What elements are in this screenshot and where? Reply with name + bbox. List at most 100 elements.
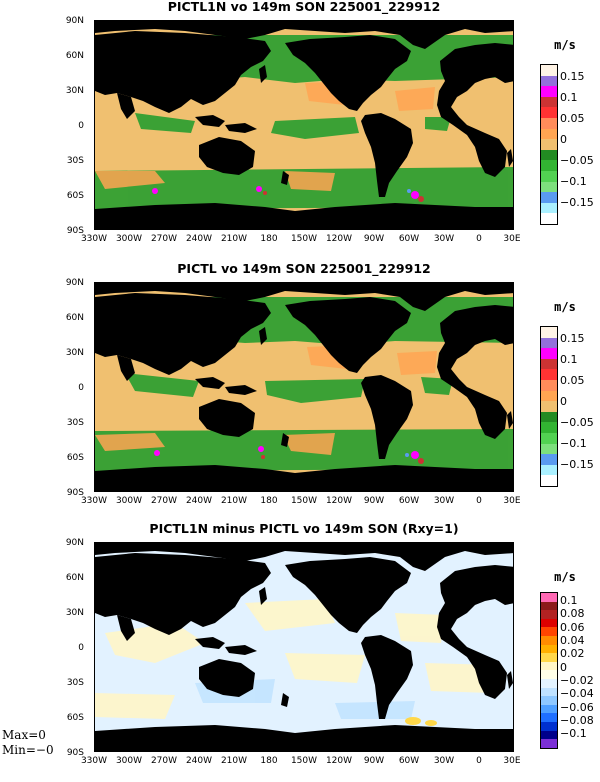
colorbar-label: −0.02 [560,674,594,688]
lon-label: 180 [260,756,278,766]
colorbar-swatch [541,739,557,748]
colorbar-swatch [541,139,557,150]
lat-label: 60N [65,51,84,61]
colorbar-swatch [541,107,557,118]
colorbar [540,592,558,749]
lat-label: 90S [66,748,84,758]
colorbar-swatch [541,117,557,129]
colorbar-label: −0.05 [560,153,594,167]
map-plot [94,282,514,492]
colorbar-swatch [541,610,557,619]
panel-difference: PICTL1N minus PICTL vo 149m SON (Rxy=1) … [0,521,600,782]
lat-label: 60N [65,313,84,323]
lon-label: 270W [150,496,178,506]
colorbar-label: 0 [560,133,567,147]
colorbar-swatch [541,443,557,455]
lat-label: 30N [65,608,84,618]
lat-label: 0 [78,643,84,653]
lon-label: 0 [476,756,482,766]
colorbar-swatch [541,687,557,697]
colorbar-swatch [541,593,557,602]
lat-label: 90S [66,488,84,498]
colorbar-swatch [541,379,557,391]
colorbar-label: −0.15 [560,457,594,471]
lon-label: 150W [290,234,318,244]
colorbar-swatch [541,358,557,370]
colorbar-swatch [541,422,557,433]
colorbar-swatch [541,213,557,224]
colorbar-swatch [541,202,557,214]
colorbar-swatch [541,327,557,338]
lat-label: 0 [78,383,84,393]
lon-label: 150W [290,496,318,506]
map-plot [94,542,514,752]
colorbar-swatch [541,704,557,714]
colorbar-swatch [541,618,557,628]
colorbar-label: 0.06 [560,620,585,634]
lon-label: 240W [185,234,213,244]
lat-label: 0 [78,121,84,131]
lon-label: 210W [220,756,248,766]
colorbar-label: 0.1 [560,91,578,105]
colorbar-label: −0.04 [560,687,594,701]
colorbar-swatch [541,627,557,636]
colorbar-label: 0 [560,395,567,409]
colorbar-label: 0.05 [560,374,585,388]
lon-label: 120W [325,756,353,766]
colorbar-swatch [541,670,557,679]
colorbar-label: 0.05 [560,112,585,126]
lon-label: 0 [476,234,482,244]
colorbar [540,326,558,487]
colorbar-label: −0.05 [560,415,594,429]
lon-label: 60W [398,234,420,244]
colorbar-swatch [541,475,557,486]
lon-label: 330W [80,496,108,506]
colorbar-swatch [541,713,557,722]
colorbar-swatch [541,160,557,171]
lon-label: 60W [398,756,420,766]
lon-label: 90W [363,496,385,506]
colorbar-swatch [541,181,557,193]
lon-label: 180 [260,234,278,244]
colorbar-swatch [541,75,557,87]
lat-label: 30N [65,348,84,358]
min-stat: Min=−0 [2,743,54,757]
colorbar-swatch [541,411,557,423]
lon-label: 330W [80,756,108,766]
colorbar-swatch [541,432,557,444]
lon-label: 30E [503,756,521,766]
lat-label: 30S [66,678,84,688]
lon-label: 210W [220,496,248,506]
lon-label: 300W [115,234,143,244]
lon-label: 330W [80,234,108,244]
lon-label: 30W [433,234,455,244]
lon-label: 240W [185,756,213,766]
colorbar-swatch [541,192,557,203]
lon-label: 90W [363,756,385,766]
colorbar-swatch [541,170,557,182]
lon-label: 240W [185,496,213,506]
colorbar-label: 0.15 [560,70,585,84]
colorbar-swatch [541,369,557,380]
lon-label: 300W [115,496,143,506]
colorbar-swatch [541,730,557,740]
colorbar-swatch [541,337,557,349]
lon-label: 210W [220,234,248,244]
lon-label: 90W [363,234,385,244]
lat-label: 60S [66,713,84,723]
panel-pictl1n: PICTL1N vo 149m SON 225001_229912 90N [0,0,600,260]
colorbar-label: −0.1 [560,174,587,188]
colorbar-label: −0.1 [560,436,587,450]
colorbar-label: 0.1 [560,594,578,607]
panel-title: PICTL1N minus PICTL vo 149m SON (Rxy=1) [149,521,459,536]
colorbar-label: 0.08 [560,607,585,621]
colorbar-swatch [541,601,557,611]
colorbar-swatch [541,401,557,412]
colorbar-swatch [541,721,557,731]
colorbar-swatch [541,653,557,662]
colorbar-label: −0.06 [560,700,594,714]
lon-label: 30E [503,234,521,244]
colorbar-unit: m/s [554,38,576,52]
lat-label: 30S [66,418,84,428]
lat-label: 60S [66,191,84,201]
